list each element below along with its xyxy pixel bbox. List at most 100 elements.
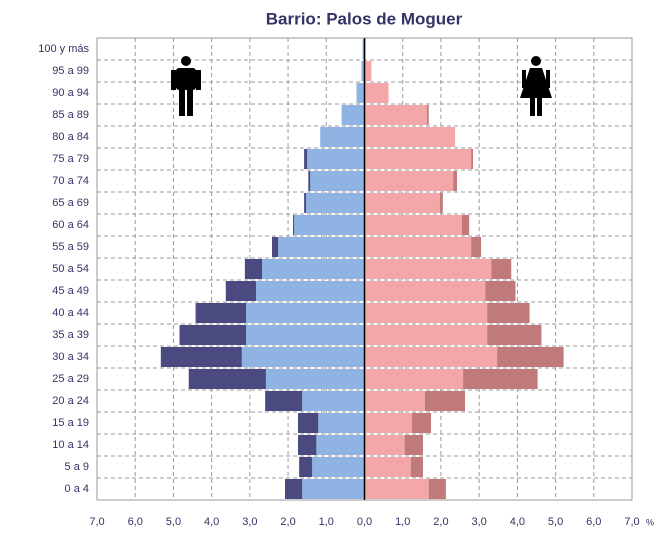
bar <box>304 149 308 169</box>
bar <box>487 325 542 345</box>
bar <box>298 413 319 433</box>
bar <box>364 413 412 433</box>
bar <box>306 193 365 213</box>
bar <box>487 303 530 323</box>
bar <box>364 281 486 301</box>
y-tick-label: 85 a 89 <box>52 109 89 121</box>
bar <box>364 457 411 477</box>
bar <box>307 149 365 169</box>
bar <box>225 281 256 301</box>
bar <box>265 369 365 389</box>
bar <box>318 413 365 433</box>
x-tick-label: 1,0 <box>395 516 410 528</box>
bar <box>195 303 247 323</box>
bar <box>278 237 365 257</box>
bar <box>439 193 443 213</box>
bar <box>302 391 365 411</box>
y-tick-label: 20 a 24 <box>52 395 89 407</box>
y-tick-label: 35 a 39 <box>52 329 89 341</box>
y-tick-label: 60 a 64 <box>52 219 89 231</box>
bar <box>364 149 472 169</box>
x-tick-label: 2,0 <box>433 516 448 528</box>
x-tick-label: 3,0 <box>242 516 257 528</box>
y-tick-label: 15 a 19 <box>52 417 89 429</box>
bar <box>265 391 303 411</box>
bar <box>246 303 365 323</box>
bar <box>453 171 457 191</box>
x-tick-label: 2,0 <box>280 516 295 528</box>
x-tick-label: 4,0 <box>510 516 525 528</box>
y-tick-label: 100 y más <box>38 43 89 55</box>
bar <box>364 83 389 103</box>
bar <box>188 369 266 389</box>
bar <box>294 215 365 235</box>
bar <box>364 369 464 389</box>
bar <box>356 83 365 103</box>
bar <box>299 457 313 477</box>
bar <box>424 391 466 411</box>
bar <box>364 61 372 81</box>
bar <box>411 413 431 433</box>
bar <box>310 171 365 191</box>
bar <box>404 435 423 455</box>
bar <box>341 105 365 125</box>
bar <box>364 215 462 235</box>
x-tick-label: 3,0 <box>471 516 486 528</box>
bar <box>364 237 472 257</box>
bar <box>364 105 427 125</box>
female-icon <box>520 56 552 116</box>
bar <box>179 325 247 345</box>
y-tick-label: 55 a 59 <box>52 241 89 253</box>
bar <box>364 391 425 411</box>
bar <box>364 171 454 191</box>
bar <box>298 435 317 455</box>
bar <box>364 435 405 455</box>
y-tick-label: 45 a 49 <box>52 285 89 297</box>
bar <box>471 237 482 257</box>
bar <box>364 259 492 279</box>
bar <box>241 347 365 367</box>
bar <box>308 171 311 191</box>
x-tick-label: 0,0 <box>357 516 372 528</box>
bar <box>246 325 365 345</box>
y-tick-label: 95 a 99 <box>52 65 89 77</box>
x-tick-label: 5,0 <box>548 516 563 528</box>
x-tick-label: 4,0 <box>204 516 219 528</box>
x-tick-label: 5,0 <box>166 516 181 528</box>
bar <box>293 215 295 235</box>
x-tick-label: 7,0 <box>89 516 104 528</box>
bar <box>160 347 242 367</box>
x-tick-label: 6,0 <box>128 516 143 528</box>
bar <box>364 303 488 323</box>
x-tick-label: 1,0 <box>319 516 334 528</box>
bar <box>262 259 365 279</box>
bar <box>485 281 516 301</box>
y-tick-label: 70 a 74 <box>52 175 89 187</box>
bar <box>244 259 263 279</box>
y-tick-label: 80 a 84 <box>52 131 89 143</box>
y-tick-label: 5 a 9 <box>65 461 89 473</box>
y-tick-label: 65 a 69 <box>52 197 89 209</box>
y-tick-label: 90 a 94 <box>52 87 89 99</box>
bar <box>491 259 512 279</box>
y-tick-label: 0 a 4 <box>65 483 89 495</box>
bar <box>471 149 474 169</box>
bar <box>272 237 279 257</box>
bar <box>316 435 365 455</box>
x-tick-label: 7,0 <box>624 516 639 528</box>
icons <box>171 56 552 116</box>
bar <box>364 479 429 499</box>
x-tick-label: 6,0 <box>586 516 601 528</box>
bar <box>426 105 429 125</box>
y-tick-label: 10 a 14 <box>52 439 89 451</box>
bar <box>364 347 498 367</box>
y-tick-label: 25 a 29 <box>52 373 89 385</box>
bar <box>361 61 365 81</box>
bar <box>285 479 303 499</box>
male-icon <box>171 56 201 116</box>
bar <box>364 127 456 147</box>
bar <box>364 193 440 213</box>
y-tick-label: 30 a 34 <box>52 351 89 363</box>
bar <box>463 369 538 389</box>
